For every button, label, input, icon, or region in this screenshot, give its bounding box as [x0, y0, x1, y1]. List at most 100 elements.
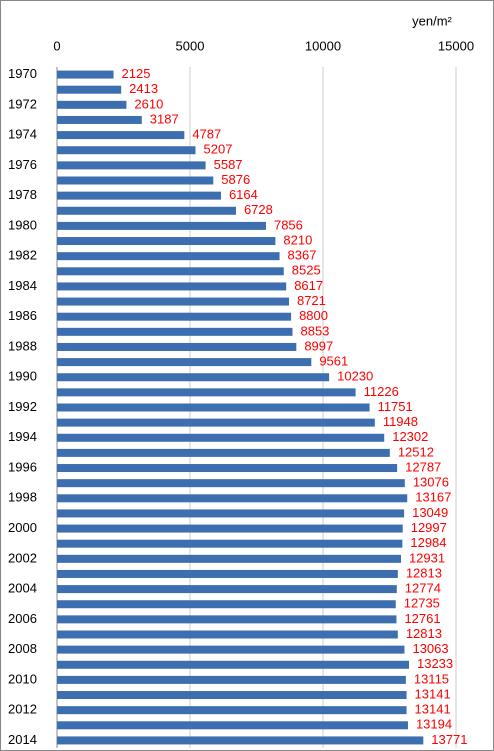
y-tick-label: 1996 [8, 459, 37, 474]
value-label: 6164 [229, 187, 258, 202]
y-tick-label: 1974 [8, 127, 37, 142]
bar [57, 630, 398, 639]
value-label: 8997 [304, 338, 333, 353]
bar [57, 600, 396, 609]
bar [57, 191, 221, 200]
bar [57, 585, 397, 594]
bar [57, 252, 280, 261]
y-tick-label: 1988 [8, 338, 37, 353]
bar [57, 206, 236, 215]
bar [57, 509, 405, 518]
value-label: 8721 [297, 293, 326, 308]
value-label: 11751 [378, 399, 413, 414]
value-label: 12984 [410, 535, 446, 550]
value-label: 12813 [406, 565, 442, 580]
y-tick-label: 2014 [8, 732, 37, 747]
bar [57, 615, 397, 624]
value-label: 12761 [404, 611, 440, 626]
value-label: 10230 [337, 369, 373, 384]
value-label: 13076 [413, 475, 449, 490]
value-label: 13194 [416, 717, 452, 732]
bar [57, 539, 403, 548]
bar [57, 267, 284, 276]
y-tick-label: 2000 [8, 520, 37, 535]
value-label: 13167 [415, 490, 451, 505]
value-label: 2125 [122, 66, 151, 81]
value-label: 13233 [417, 656, 453, 671]
value-label: 8617 [294, 278, 323, 293]
y-tick-label: 1978 [8, 187, 37, 202]
value-label: 13115 [414, 671, 449, 686]
bar [57, 297, 289, 306]
y-tick-label: 1972 [8, 96, 37, 111]
bar [57, 282, 287, 291]
bar [57, 479, 405, 488]
y-tick-label: 2006 [8, 611, 37, 626]
value-label: 6728 [244, 202, 273, 217]
bar [57, 388, 356, 397]
bar [57, 569, 398, 578]
value-label: 12787 [405, 459, 441, 474]
value-label: 8800 [299, 308, 328, 323]
value-label: 2413 [129, 81, 158, 96]
bar [57, 448, 390, 457]
value-label: 12512 [398, 444, 434, 459]
bar [57, 691, 407, 700]
bar [57, 418, 375, 427]
x-tick-label: 10000 [305, 38, 341, 53]
y-tick-label: 1986 [8, 308, 37, 323]
y-tick-label: 1984 [8, 278, 37, 293]
y-tick-label: 2008 [8, 641, 37, 656]
bar [57, 100, 127, 109]
bar [57, 176, 214, 185]
y-tick-label: 1982 [8, 248, 37, 263]
bar [57, 645, 405, 654]
value-label: 7856 [274, 217, 303, 232]
value-label: 8210 [283, 232, 312, 247]
value-label: 12302 [392, 429, 428, 444]
y-tick-label: 2012 [8, 702, 37, 717]
value-label: 13063 [412, 641, 448, 656]
bar [57, 115, 142, 124]
bar [57, 494, 408, 503]
y-tick-label: 1976 [8, 157, 37, 172]
bar [57, 221, 266, 230]
value-label: 3187 [150, 111, 179, 126]
bar [57, 524, 403, 533]
value-label: 5587 [214, 157, 243, 172]
value-label: 12774 [405, 581, 441, 596]
y-tick-label: 1970 [8, 66, 37, 81]
value-label: 8367 [288, 248, 317, 263]
value-label: 2610 [134, 96, 163, 111]
value-label: 5207 [204, 142, 233, 157]
value-label: 13049 [412, 505, 448, 520]
bar [57, 660, 409, 669]
bar [57, 342, 297, 351]
value-label: 5876 [221, 172, 250, 187]
bar [57, 146, 196, 155]
value-label: 8525 [292, 263, 321, 278]
bar [57, 85, 122, 94]
y-tick-label: 1992 [8, 399, 37, 414]
bar [57, 403, 370, 412]
value-label: 4787 [192, 127, 221, 142]
value-label: 11948 [383, 414, 418, 429]
y-tick-label: 2002 [8, 550, 37, 565]
value-label: 13141 [415, 686, 451, 701]
bar [57, 433, 385, 442]
bar [57, 721, 408, 730]
bar [57, 358, 312, 367]
bar [57, 736, 424, 745]
bar [57, 554, 401, 563]
y-tick-label: 2004 [8, 581, 37, 596]
x-tick-label: 0 [53, 38, 60, 53]
bar [57, 131, 185, 140]
value-label: 9561 [319, 354, 348, 369]
value-label: 13771 [431, 732, 467, 747]
y-tick-label: 2010 [8, 671, 37, 686]
x-tick-label: 15000 [438, 38, 474, 53]
bar [57, 464, 398, 473]
value-label: 12931 [409, 550, 445, 565]
value-label: 11226 [364, 384, 399, 399]
